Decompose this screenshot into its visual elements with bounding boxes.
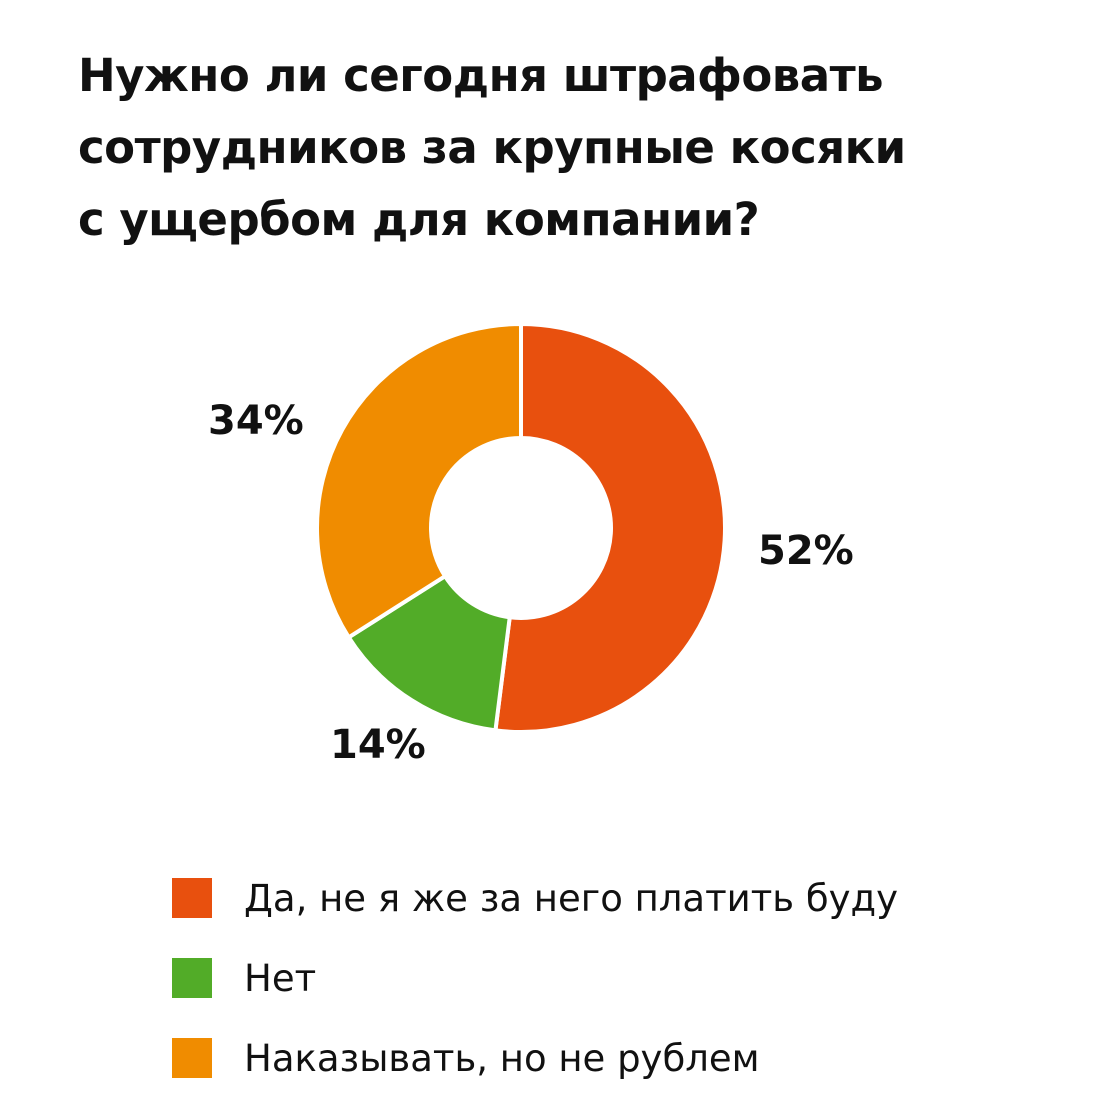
slice-yes: [493, 321, 728, 734]
legend-item-yes: Да, не я же за него платить буду: [172, 858, 898, 938]
legend: Да, не я же за него платить буду Нет Нак…: [172, 858, 898, 1098]
title-line-2: сотрудников за крупные косяки: [78, 121, 906, 174]
title-line-3: с ущербом для компании?: [78, 193, 760, 246]
legend-swatch-yes: [172, 878, 212, 918]
label-punish-percent: 34%: [208, 398, 304, 444]
legend-label-punish: Наказывать, но не рублем: [244, 1036, 760, 1080]
legend-item-punish: Наказывать, но не рублем: [172, 1018, 898, 1098]
legend-swatch-punish: [172, 1038, 212, 1078]
legend-label-yes: Да, не я же за него платить буду: [244, 876, 899, 920]
legend-label-no: Нет: [244, 956, 317, 1000]
label-no-percent: 14%: [330, 722, 426, 768]
label-yes-percent: 52%: [758, 528, 854, 574]
legend-item-no: Нет: [172, 938, 898, 1018]
slice-no: [345, 573, 512, 733]
slice-punish: [315, 321, 523, 641]
legend-swatch-no: [172, 958, 212, 998]
chart-title: Нужно ли сегодня штрафовать сотрудников …: [78, 40, 1038, 256]
title-line-1: Нужно ли сегодня штрафовать: [78, 49, 884, 102]
